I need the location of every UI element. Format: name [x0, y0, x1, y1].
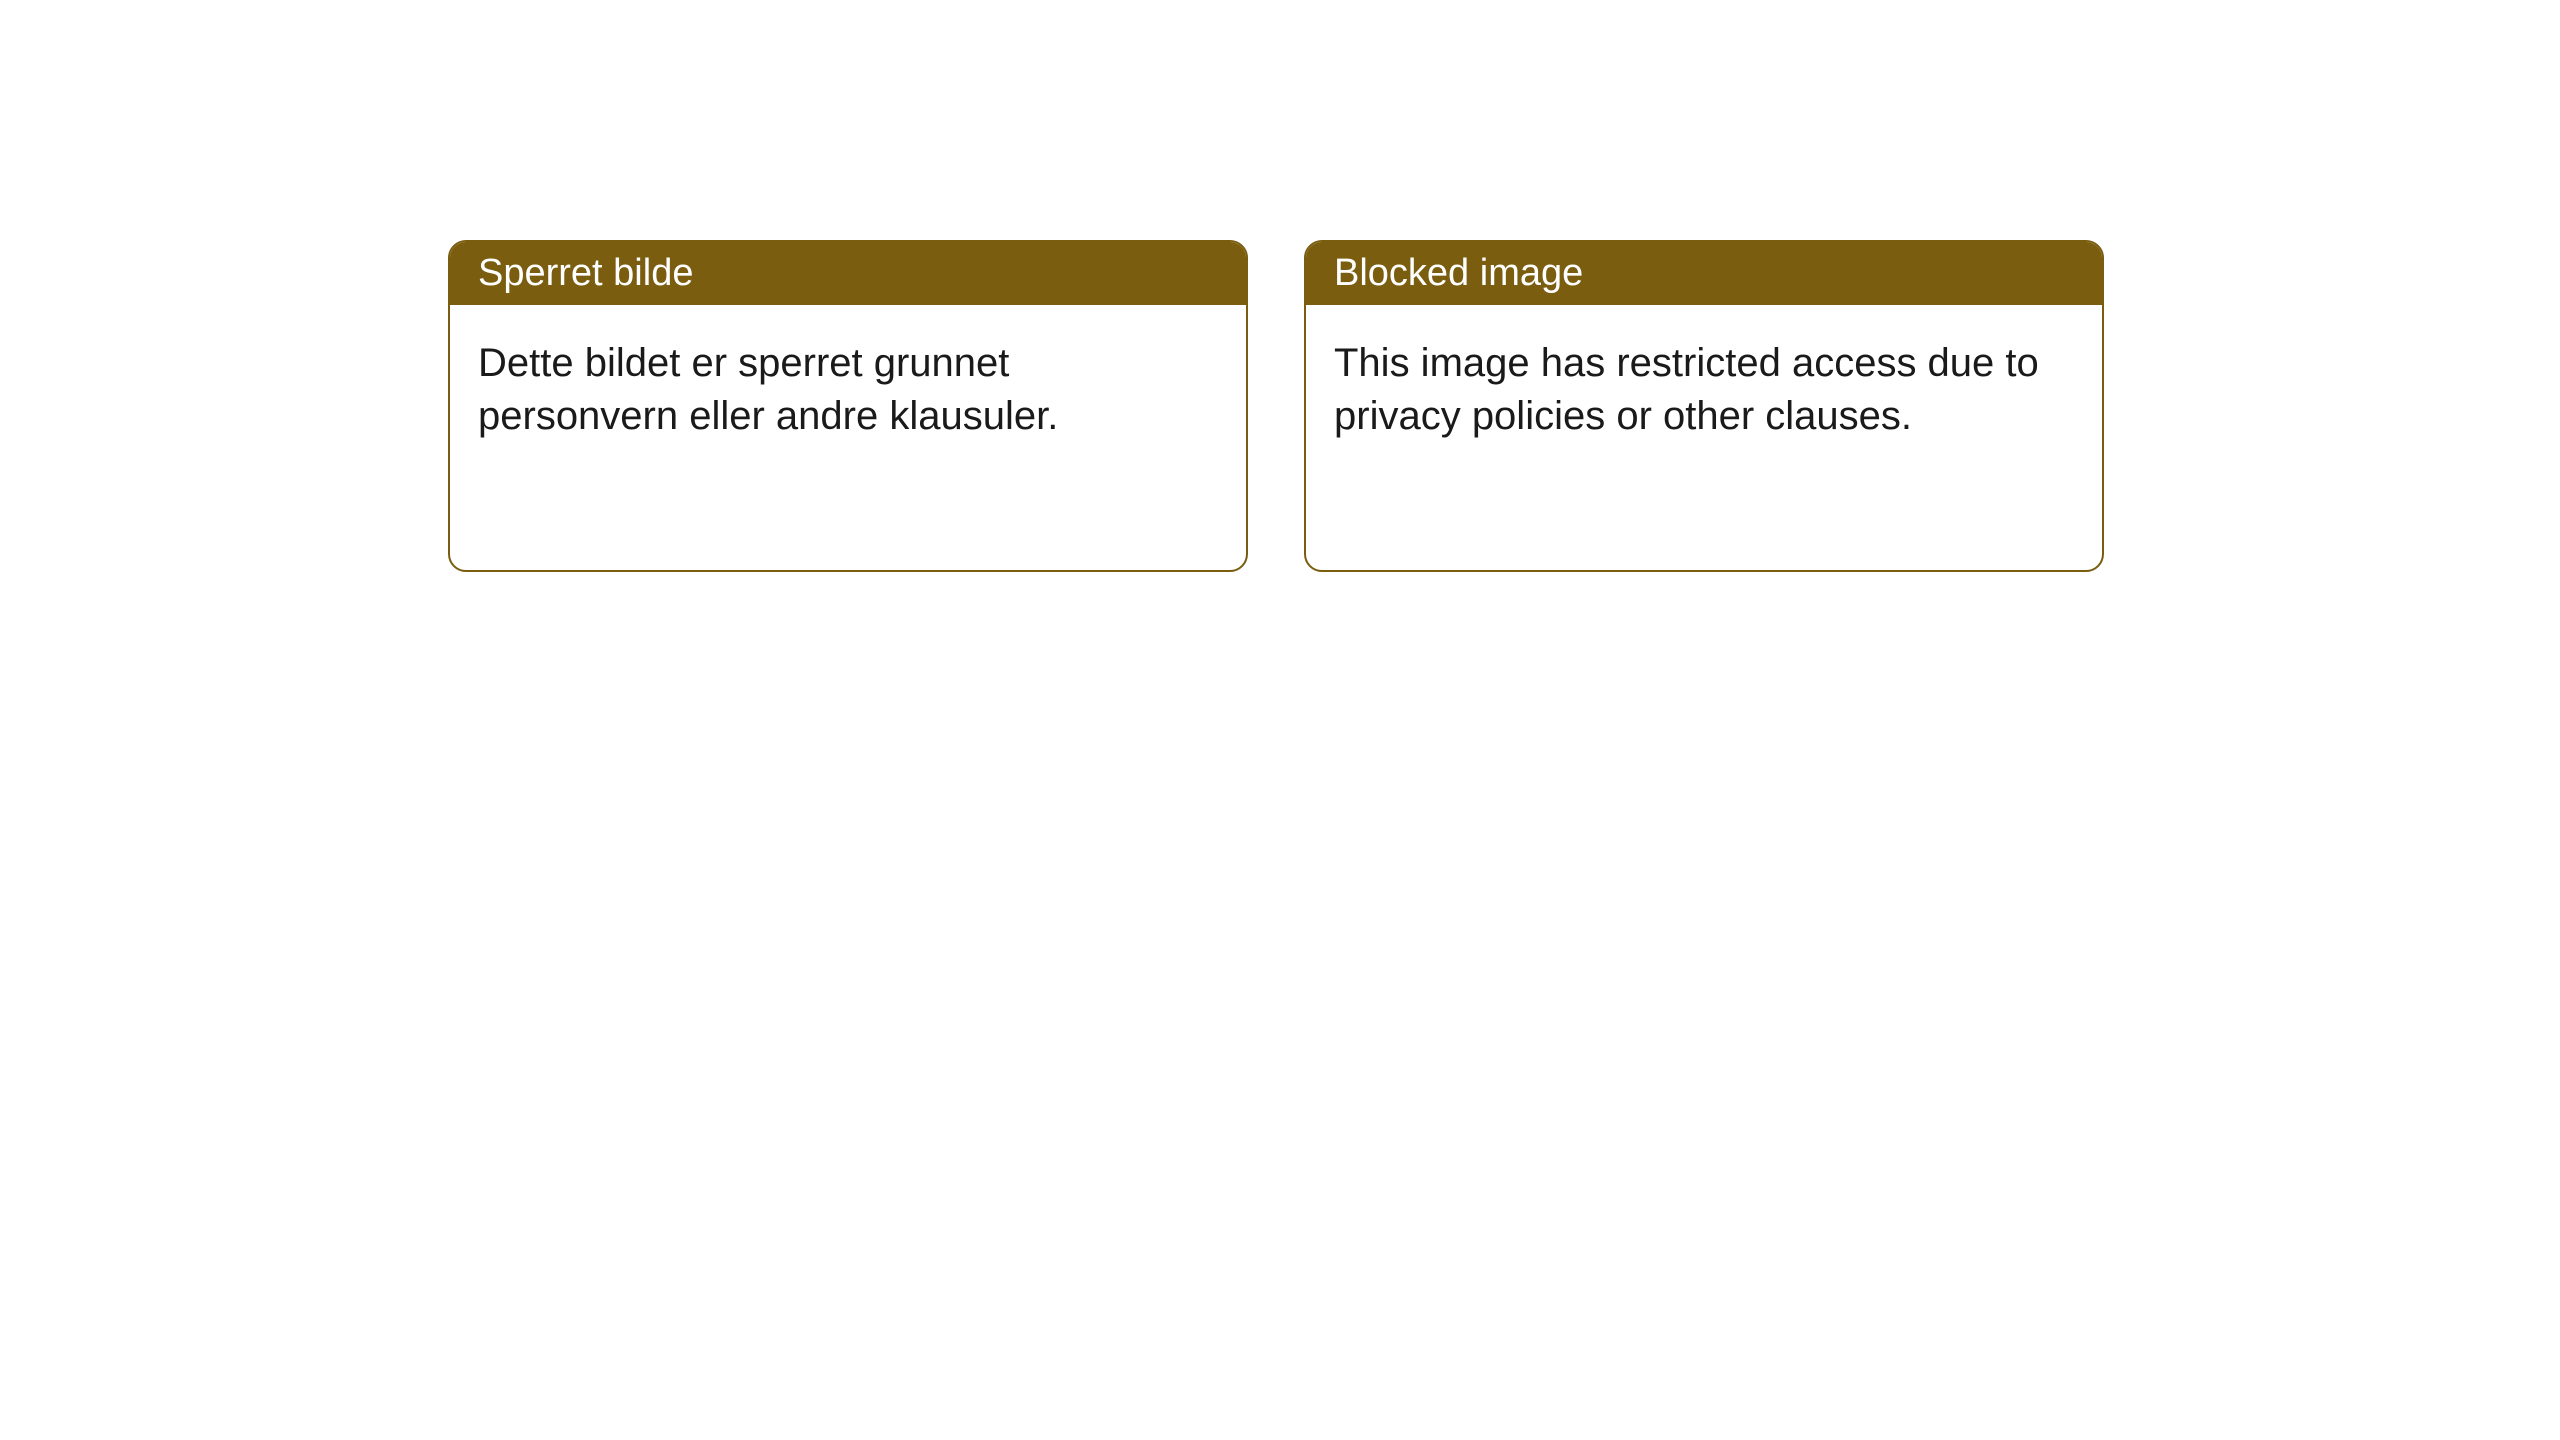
notice-box-english: Blocked image This image has restricted … — [1304, 240, 2104, 572]
notice-title: Sperret bilde — [450, 242, 1246, 305]
notice-body: This image has restricted access due to … — [1306, 305, 2102, 475]
notice-title: Blocked image — [1306, 242, 2102, 305]
notice-box-norwegian: Sperret bilde Dette bildet er sperret gr… — [448, 240, 1248, 572]
notice-container: Sperret bilde Dette bildet er sperret gr… — [0, 0, 2560, 572]
notice-body: Dette bildet er sperret grunnet personve… — [450, 305, 1246, 475]
